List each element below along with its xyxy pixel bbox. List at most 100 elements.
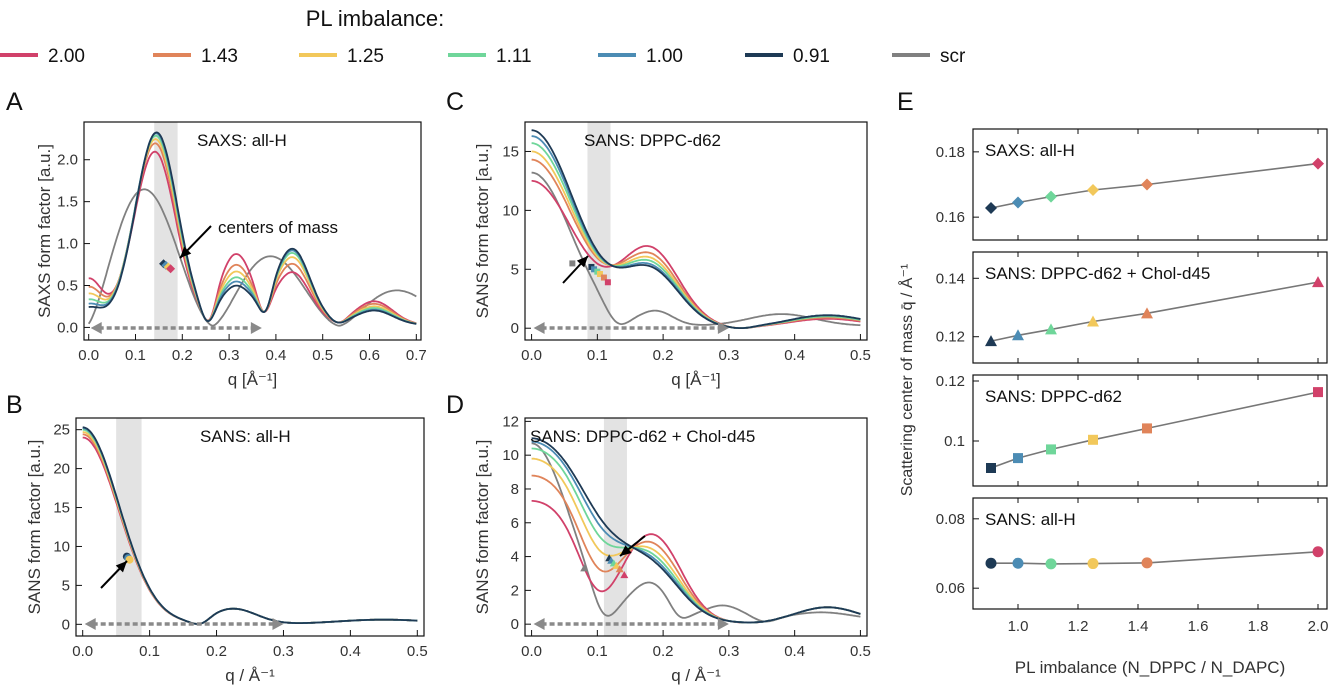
- legend-label: 1.43: [201, 46, 238, 67]
- x-tick-label: 0.1: [587, 643, 608, 660]
- subplot-title: SANS: DPPC-d62 + Chol-d45: [985, 264, 1210, 283]
- x-tick-label: 0.5: [407, 643, 428, 660]
- data-point: [1142, 423, 1152, 434]
- x-axis-label: q / Å⁻¹: [671, 666, 721, 685]
- com-point: [580, 564, 589, 572]
- x-axis-label: q / Å⁻¹: [225, 666, 275, 685]
- legend-label: 2.00: [48, 46, 85, 67]
- q-range-arrowhead-right: [272, 618, 284, 630]
- x-tick-label: 1.4: [1128, 618, 1149, 635]
- panel-letter-c: C: [446, 88, 464, 116]
- y-tick-label: 0.1: [944, 433, 965, 450]
- y-tick-label: 10: [53, 538, 70, 555]
- y-tick-label: 25: [53, 422, 70, 439]
- plot-frame: [75, 417, 425, 637]
- annotation-arrowhead: [620, 545, 632, 556]
- x-tick-label: 0.5: [850, 643, 871, 660]
- panel-letter-a: A: [6, 88, 23, 116]
- data-point: [1312, 276, 1324, 288]
- data-point: [1313, 387, 1323, 398]
- y-tick-label: 2.0: [57, 152, 78, 169]
- series-line: [531, 442, 861, 623]
- data-point: [1012, 196, 1024, 209]
- q-range-arrowhead-left: [533, 322, 545, 334]
- plot-frame: [83, 121, 422, 341]
- legend-label: 1.11: [496, 46, 532, 67]
- q-range-arrowhead-right: [717, 618, 729, 630]
- annotation-arrowhead: [180, 246, 192, 258]
- x-axis-label: q [Å⁻¹]: [228, 370, 278, 389]
- com-point: [600, 274, 607, 281]
- series-line: [531, 171, 861, 327]
- y-tick-label: 0.14: [936, 270, 965, 287]
- x-tick-label: 0.5: [312, 347, 333, 364]
- x-tick-label: 0.4: [784, 643, 805, 660]
- com-point: [612, 561, 621, 569]
- x-tick-label: 0.3: [219, 347, 240, 364]
- y-tick-label: 0.16: [936, 209, 965, 226]
- series-line: [531, 457, 861, 624]
- data-point: [985, 557, 997, 569]
- x-tick-label: 1.2: [1068, 618, 1089, 635]
- series-line: [82, 426, 418, 625]
- x-tick-label: 0.0: [72, 643, 93, 660]
- y-tick-label: 10: [502, 202, 519, 219]
- y-tick-label: 0.5: [57, 278, 78, 295]
- x-axis-label: PL imbalance (N_DPPC / N_DAPC): [1015, 658, 1286, 677]
- x-tick-label: 0.7: [406, 347, 427, 364]
- legend: PL imbalance: 2.00 1.43 1.25 1.11 1.00 0.91 sc…: [0, 6, 966, 67]
- x-tick-label: 0.0: [78, 347, 99, 364]
- q-range-arrowhead-right: [250, 322, 262, 334]
- data-point: [1013, 453, 1023, 464]
- x-tick-label: 0.0: [521, 643, 542, 660]
- plot-frame: [524, 121, 868, 341]
- subplot-title: SAXS: all-H: [985, 141, 1075, 160]
- y-tick-label: 0.06: [936, 580, 965, 597]
- data-point: [1045, 323, 1057, 335]
- plot-frame: [972, 497, 1328, 610]
- y-tick-label: 0: [511, 320, 519, 337]
- data-point: [985, 202, 997, 215]
- com-point: [166, 264, 176, 274]
- panel-title: SANS: DPPC-d62: [584, 131, 721, 150]
- y-tick-label: 0: [511, 616, 519, 633]
- x-tick-label: 0.0: [521, 347, 542, 364]
- y-tick-label: 12: [502, 413, 519, 430]
- chart-panel-a: 0.0 0.1 0.2 0.3 0.4 0.5 0.6 0.7 0.0 0.5 1.0 1.5 2.0 q…: [35, 121, 427, 389]
- q-range-arrowhead-left: [84, 618, 96, 630]
- y-tick-label: 10: [502, 447, 519, 464]
- y-tick-label: 0.0: [57, 319, 78, 336]
- legend-label: 1.00: [646, 46, 683, 67]
- y-tick-label: 1.5: [57, 194, 78, 211]
- x-tick-label: 0.1: [587, 347, 608, 364]
- y-tick-label: 5: [511, 261, 519, 278]
- x-tick-label: 0.3: [718, 643, 739, 660]
- panel-letter-e: E: [897, 88, 914, 116]
- data-point: [1087, 184, 1099, 197]
- series-line: [88, 131, 417, 325]
- x-tick-label: 2.0: [1308, 618, 1329, 635]
- y-axis-label: SAXS form factor [a.u.]: [35, 144, 54, 318]
- series-line: [531, 142, 861, 329]
- data-point: [1012, 329, 1024, 341]
- com-point: [569, 260, 576, 267]
- plot-frame: [972, 251, 1328, 364]
- x-tick-label: 0.2: [653, 347, 674, 364]
- y-tick-label: 4: [511, 549, 519, 566]
- y-tick-label: 15: [502, 143, 519, 160]
- y-tick-label: 0: [62, 616, 70, 633]
- x-tick-label: 0.2: [172, 347, 193, 364]
- y-tick-label: 15: [53, 500, 70, 517]
- y-tick-label: 0.12: [936, 373, 965, 390]
- x-tick-label: 0.2: [653, 643, 674, 660]
- trend-line: [990, 281, 1319, 342]
- y-axis-label: SANS form factor [a.u.]: [473, 144, 492, 319]
- y-tick-label: 20: [53, 461, 70, 478]
- centers-of-mass-label: centers of mass: [218, 218, 338, 237]
- panel-letter-b: B: [6, 391, 23, 419]
- data-point: [1312, 546, 1324, 558]
- y-tick-label: 2: [511, 582, 519, 599]
- data-point: [1088, 434, 1098, 445]
- y-tick-label: 0.08: [936, 511, 965, 528]
- y-tick-label: 0.12: [936, 329, 965, 346]
